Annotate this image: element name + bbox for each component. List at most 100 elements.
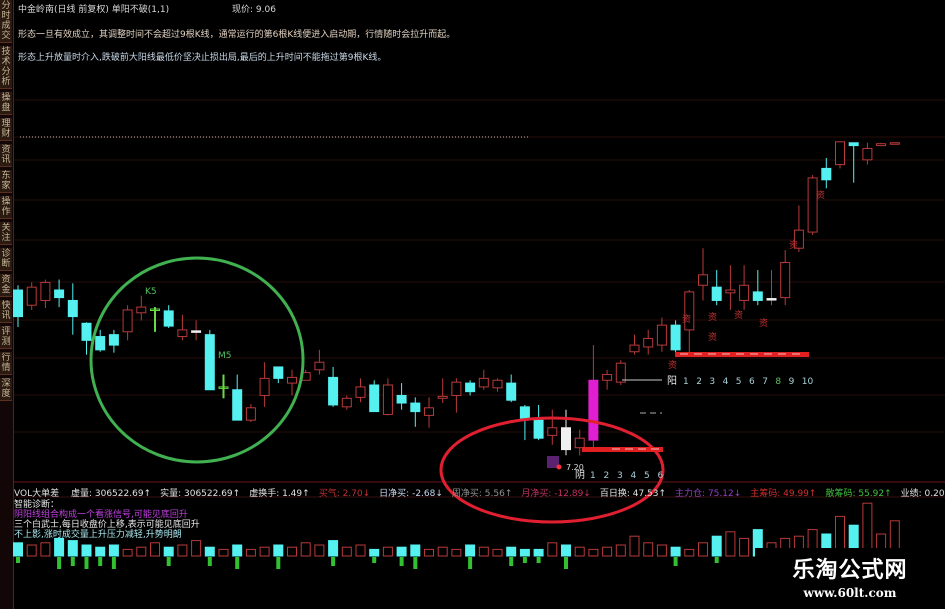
yang-count: 5 xyxy=(736,377,742,387)
candle xyxy=(259,362,270,407)
volume-bar xyxy=(574,546,585,557)
volume-bar xyxy=(561,544,571,557)
volume-bar xyxy=(341,546,352,557)
low-point-dot xyxy=(556,464,562,470)
volume-sell-tick xyxy=(111,557,116,569)
candle xyxy=(602,369,613,390)
candle-body xyxy=(629,344,640,353)
candle-body xyxy=(26,286,37,306)
volume-sell-tick xyxy=(98,557,103,566)
candle xyxy=(341,395,352,410)
candle-body xyxy=(807,177,818,233)
sidebar-tab[interactable]: 技术分析 xyxy=(0,46,12,89)
sidebar-tab[interactable]: 行情 xyxy=(0,352,12,375)
candle xyxy=(533,404,544,441)
green-circle-marker xyxy=(89,256,305,464)
candle-body xyxy=(711,286,722,301)
candle xyxy=(848,142,859,183)
sidebar-tab[interactable]: 操作 xyxy=(0,196,12,219)
candle-body xyxy=(13,289,23,318)
candle xyxy=(26,282,37,310)
indicator-value: 实量: 306522.69↑ xyxy=(160,489,241,499)
indicator-value: 月净买: -12.89↓ xyxy=(521,489,591,499)
candle xyxy=(711,270,722,306)
volume-bar xyxy=(533,548,544,557)
volume-sell-tick xyxy=(276,557,281,569)
candle xyxy=(698,248,708,301)
sidebar-tab[interactable]: 诊断 xyxy=(0,248,12,271)
candle xyxy=(478,369,489,390)
sidebar-tab[interactable]: 资金 xyxy=(0,274,12,297)
buy-mark: 资 xyxy=(734,310,743,321)
volume-bar xyxy=(711,535,722,557)
low-price-tag: 7.20 xyxy=(566,463,584,472)
candle xyxy=(328,366,339,407)
candle-body xyxy=(150,308,160,311)
candle-body xyxy=(547,427,558,436)
yin-count: 5 xyxy=(644,471,650,481)
sidebar-tab[interactable]: 操盘 xyxy=(0,92,12,115)
volume-bar xyxy=(204,546,215,557)
sidebar: 分时成交技术分析操盘理财资讯东家操作关注诊断资金快讯评测行情深度 xyxy=(0,0,14,609)
volume-bar xyxy=(54,537,65,557)
sidebar-tab[interactable]: 资讯 xyxy=(0,144,12,167)
support-level-line xyxy=(582,447,663,452)
volume-bar xyxy=(26,544,37,557)
candle-body xyxy=(355,386,366,398)
volume-bar xyxy=(451,548,462,557)
candle xyxy=(684,290,695,355)
candle xyxy=(81,322,92,355)
candle-body xyxy=(793,229,804,249)
volume-bar xyxy=(13,542,23,557)
candle-body xyxy=(314,361,325,371)
indicator-value: 周净买: 5.56↑ xyxy=(451,489,513,499)
candle xyxy=(670,320,681,355)
volume-bar xyxy=(136,546,147,557)
volume-bar xyxy=(643,542,654,557)
sidebar-tab[interactable]: 快讯 xyxy=(0,300,12,323)
volume-bar xyxy=(547,542,558,557)
buy-mark: 资 xyxy=(816,190,825,201)
sidebar-tab[interactable]: 东家 xyxy=(0,170,12,193)
diagnosis-title: 智能诊断： xyxy=(14,500,60,510)
volume-bar xyxy=(629,535,640,557)
sidebar-tab[interactable]: 评测 xyxy=(0,326,12,349)
candle xyxy=(889,142,900,145)
candle xyxy=(752,270,763,306)
volume-bar xyxy=(506,546,517,557)
candle xyxy=(766,270,777,306)
candle xyxy=(136,295,147,321)
buy-mark: 资 xyxy=(708,312,717,323)
volume-sell-tick xyxy=(509,557,514,566)
candle-body xyxy=(40,281,51,301)
candle-body xyxy=(108,334,119,346)
volume-bar xyxy=(300,542,311,557)
sidebar-tab[interactable]: 深度 xyxy=(0,378,12,401)
candle-body xyxy=(163,310,174,327)
candle xyxy=(876,142,887,147)
volume-bar xyxy=(355,544,366,557)
candle xyxy=(95,329,106,352)
volume-bar xyxy=(492,548,503,557)
candle xyxy=(177,314,188,341)
candle xyxy=(835,141,845,169)
volume-sell-tick xyxy=(207,557,212,566)
candle xyxy=(163,305,174,328)
indicator-value: 虚量: 306522.69↑ xyxy=(70,489,152,499)
candle-body xyxy=(533,419,544,439)
yin-count: 2 xyxy=(604,471,610,481)
sidebar-tab[interactable]: 分时成交 xyxy=(0,0,12,43)
buy-mark: 资 xyxy=(668,360,677,371)
candle-body xyxy=(684,291,695,331)
buy-mark: 资 xyxy=(759,318,768,329)
volume-bar xyxy=(478,546,489,557)
volume-sell-tick xyxy=(468,557,473,569)
candle-body xyxy=(245,407,256,421)
volume-bar xyxy=(67,540,78,557)
sidebar-tab[interactable]: 关注 xyxy=(0,222,12,245)
sidebar-tab[interactable]: 理财 xyxy=(0,118,12,141)
current-price: 现价: 9.06 xyxy=(232,5,276,15)
indicator-value: 虚换手: 1.49↑ xyxy=(249,489,310,499)
volume-bar xyxy=(656,544,667,557)
